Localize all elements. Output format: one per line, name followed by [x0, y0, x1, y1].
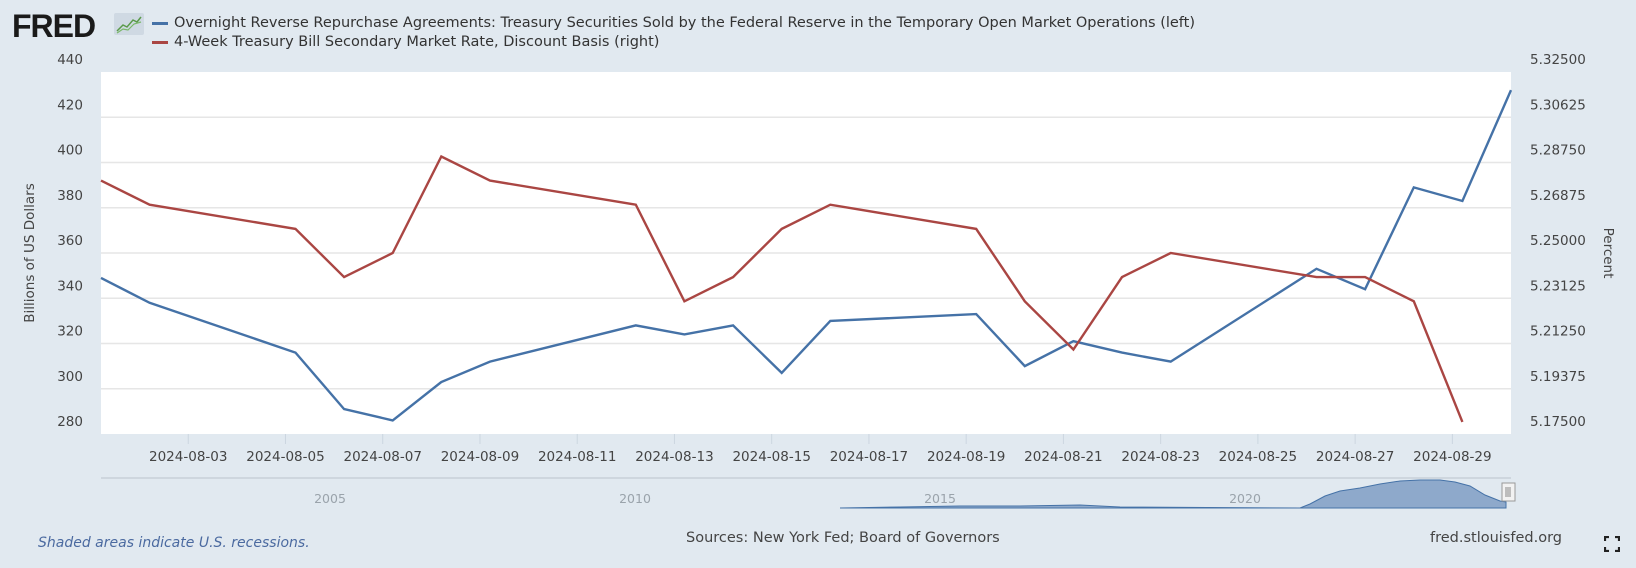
navigator-year-label: 2020 — [1229, 491, 1261, 506]
series-line-0[interactable] — [100, 89, 1513, 422]
navigator-year-label: 2005 — [314, 491, 346, 506]
y-tick-label: 420 — [57, 97, 83, 113]
navigator[interactable]: 2005 2010 2015 2020 — [314, 479, 1516, 509]
x-tick-label: 2024-08-29 — [1413, 449, 1491, 465]
chart-legend: Overnight Reverse Repurchase Agreements:… — [152, 14, 1195, 52]
x-tick-label: 2024-08-05 — [246, 449, 324, 465]
y2-axis-title: Percent — [1600, 228, 1616, 279]
x-tick-label: 2024-08-19 — [927, 449, 1005, 465]
chart-line-icon — [114, 13, 144, 35]
y2-tick-label: 5.26875 — [1530, 188, 1586, 204]
y-tick-label: 380 — [57, 188, 83, 204]
y2-tick-label: 5.32500 — [1530, 52, 1586, 68]
y2-tick-label: 5.19375 — [1530, 369, 1586, 385]
y2-tick-label: 5.30625 — [1530, 97, 1586, 113]
y-tick-label: 320 — [57, 324, 83, 340]
y2-tick-label: 5.21250 — [1530, 324, 1586, 340]
navigator-year-label: 2010 — [619, 491, 651, 506]
x-tick-label: 2024-08-17 — [830, 449, 908, 465]
recession-note: Shaded areas indicate U.S. recessions. — [38, 535, 310, 551]
legend-item-rrp[interactable]: Overnight Reverse Repurchase Agreements:… — [152, 14, 1195, 33]
navigator-series-area — [839, 479, 1507, 509]
fred-logo[interactable]: FRED — [12, 8, 96, 44]
navigator-year-label: 2015 — [924, 491, 956, 506]
x-tick-label: 2024-08-07 — [343, 449, 421, 465]
legend-item-tbill[interactable]: 4-Week Treasury Bill Secondary Market Ra… — [152, 33, 1195, 52]
x-tick-label: 2024-08-11 — [538, 449, 616, 465]
x-tick-label: 2024-08-13 — [635, 449, 713, 465]
x-tick-label: 2024-08-03 — [149, 449, 227, 465]
y2-tick-label: 5.23125 — [1530, 278, 1586, 294]
x-tick-label: 2024-08-27 — [1316, 449, 1394, 465]
y2-tick-label: 5.17500 — [1530, 414, 1586, 430]
series-line-1[interactable] — [100, 154, 1464, 423]
legend-swatch-red — [152, 41, 168, 44]
x-tick-label: 2024-08-15 — [732, 449, 810, 465]
fullscreen-icon[interactable] — [1603, 535, 1621, 553]
y-tick-label: 300 — [57, 369, 83, 385]
y-tick-label: 400 — [57, 143, 83, 159]
sources-text: Sources: New York Fed; Board of Governor… — [686, 530, 1000, 546]
x-tick-label: 2024-08-25 — [1219, 449, 1297, 465]
legend-swatch-blue — [152, 22, 168, 25]
legend-label: Overnight Reverse Repurchase Agreements:… — [174, 15, 1196, 31]
y-tick-label: 280 — [57, 414, 83, 430]
y-tick-label: 340 — [57, 278, 83, 294]
x-tick-label: 2024-08-09 — [441, 449, 519, 465]
x-tick-label: 2024-08-21 — [1024, 449, 1102, 465]
y2-tick-label: 5.28750 — [1530, 143, 1586, 159]
line-chart: 440 420 400 380 360 340 320 300 280 5.32500 5.306… — [22, 52, 1616, 509]
site-link[interactable]: fred.stlouisfed.org — [1430, 530, 1563, 546]
y-tick-label: 360 — [57, 233, 83, 249]
legend-label: 4-Week Treasury Bill Secondary Market Ra… — [174, 34, 660, 50]
x-tick-label: 2024-08-23 — [1121, 449, 1199, 465]
y-axis-title: Billions of US Dollars — [22, 183, 38, 322]
y-tick-label: 440 — [57, 52, 83, 68]
y2-tick-label: 5.25000 — [1530, 233, 1586, 249]
